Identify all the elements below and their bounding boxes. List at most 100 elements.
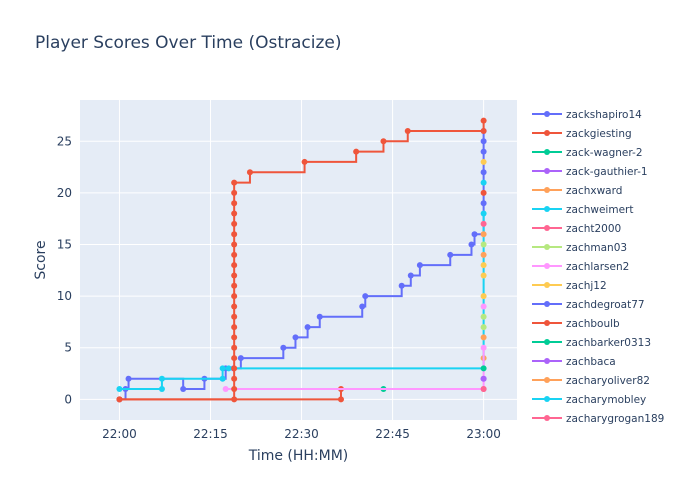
data-point [480,189,487,196]
data-point [231,189,238,196]
data-point [158,386,165,393]
series-extra-18 [480,303,487,310]
legend-item[interactable]: zacharyoliver82 [532,375,650,387]
legend-item[interactable]: zachj12 [532,280,607,292]
x-tick-label: 22:15 [193,427,228,441]
legend-label: zachweimert [566,204,633,216]
data-point [116,386,123,393]
series-zacharygrogan189 [480,386,487,393]
data-point [480,262,487,269]
data-point [231,241,238,248]
legend-item[interactable]: zacht2000 [532,223,621,235]
data-point [231,396,238,403]
legend-item[interactable]: zack-gauthier-1 [532,166,648,178]
data-point [237,355,244,362]
data-point [480,148,487,155]
legend-swatch-marker [544,339,550,345]
legend-swatch-marker [544,111,550,117]
legend-label: zacharygrogan189 [566,413,664,425]
data-point [480,293,487,300]
legend-item[interactable]: zack-wagner-2 [532,147,643,159]
data-point [337,396,344,403]
legend-item[interactable]: zachdegroat77 [532,299,645,311]
data-point [231,303,238,310]
data-point [480,251,487,258]
data-point [480,272,487,279]
data-point [231,386,238,393]
legend-label: zachman03 [566,242,627,254]
data-point [231,344,238,351]
legend-item[interactable]: zachboulb [532,318,620,330]
legend-item[interactable]: zachman03 [532,242,627,254]
data-point [219,365,226,372]
data-point [480,344,487,351]
chart-title: Player Scores Over Time (Ostracize) [35,33,342,53]
series-zachweimert [116,210,487,393]
series-layer [116,117,487,403]
data-point [398,282,405,289]
legend-item[interactable]: zackshapiro14 [532,109,642,121]
x-tick-label: 22:00 [102,427,137,441]
legend-label: zachj12 [566,280,607,292]
legend-label: zackshapiro14 [566,109,642,121]
data-point [480,334,487,341]
legend-item[interactable]: zacharymobley [532,394,646,406]
data-point [480,127,487,134]
legend-label: zachdegroat77 [566,299,645,311]
data-point [231,262,238,269]
data-point [231,282,238,289]
legend-swatch-marker [544,206,550,212]
series-zachbarker0313 [480,365,487,372]
legend-item[interactable]: zachlarsen2 [532,261,629,273]
data-point [353,148,360,155]
data-point [231,313,238,320]
legend-swatch-marker [544,225,550,231]
legend-swatch-marker [544,263,550,269]
data-point [480,169,487,176]
data-point [231,272,238,279]
legend-item[interactable]: zachweimert [532,204,633,216]
series-zachj12 [480,272,487,279]
legend-item[interactable]: zackgiesting [532,128,632,140]
legend-swatch-marker [544,377,550,383]
legend-item[interactable]: zachbarker0313 [532,337,651,349]
data-point [231,251,238,258]
data-point [231,210,238,217]
data-point [125,375,132,382]
data-point [480,365,487,372]
legend-label: zackgiesting [566,128,632,140]
data-point [480,241,487,248]
legend-item[interactable]: zacharygrogan189 [532,413,664,425]
data-point [246,169,253,176]
series-zacharymobley [480,179,487,186]
series-extra-25 [480,189,487,196]
legend-item[interactable]: zachbaca [532,356,616,368]
series-extra-17 [480,313,487,320]
plot-background [80,100,517,420]
data-point [480,313,487,320]
legend-item[interactable]: zachxward [532,185,622,197]
data-point [292,334,299,341]
data-point [380,138,387,145]
data-point [471,231,478,238]
legend-label: zachxward [566,185,622,197]
data-point [231,334,238,341]
legend[interactable]: zackshapiro14 zackgiesting zack-wagner-2 za… [532,109,664,425]
legend-swatch-marker [544,396,550,402]
data-point [231,220,238,227]
data-point [480,117,487,124]
series-extra-19 [480,293,487,300]
y-axis-label: Score [33,240,49,279]
data-point [231,365,238,372]
data-point [280,344,287,351]
x-tick-label: 22:45 [375,427,410,441]
data-point [468,241,475,248]
data-point [480,303,487,310]
series-extra-20 [480,262,487,269]
series-zachdegroat77 [480,148,487,155]
data-point [222,386,229,393]
data-point [231,355,238,362]
series-extra-23 [480,231,487,238]
legend-swatch-marker [544,130,550,136]
